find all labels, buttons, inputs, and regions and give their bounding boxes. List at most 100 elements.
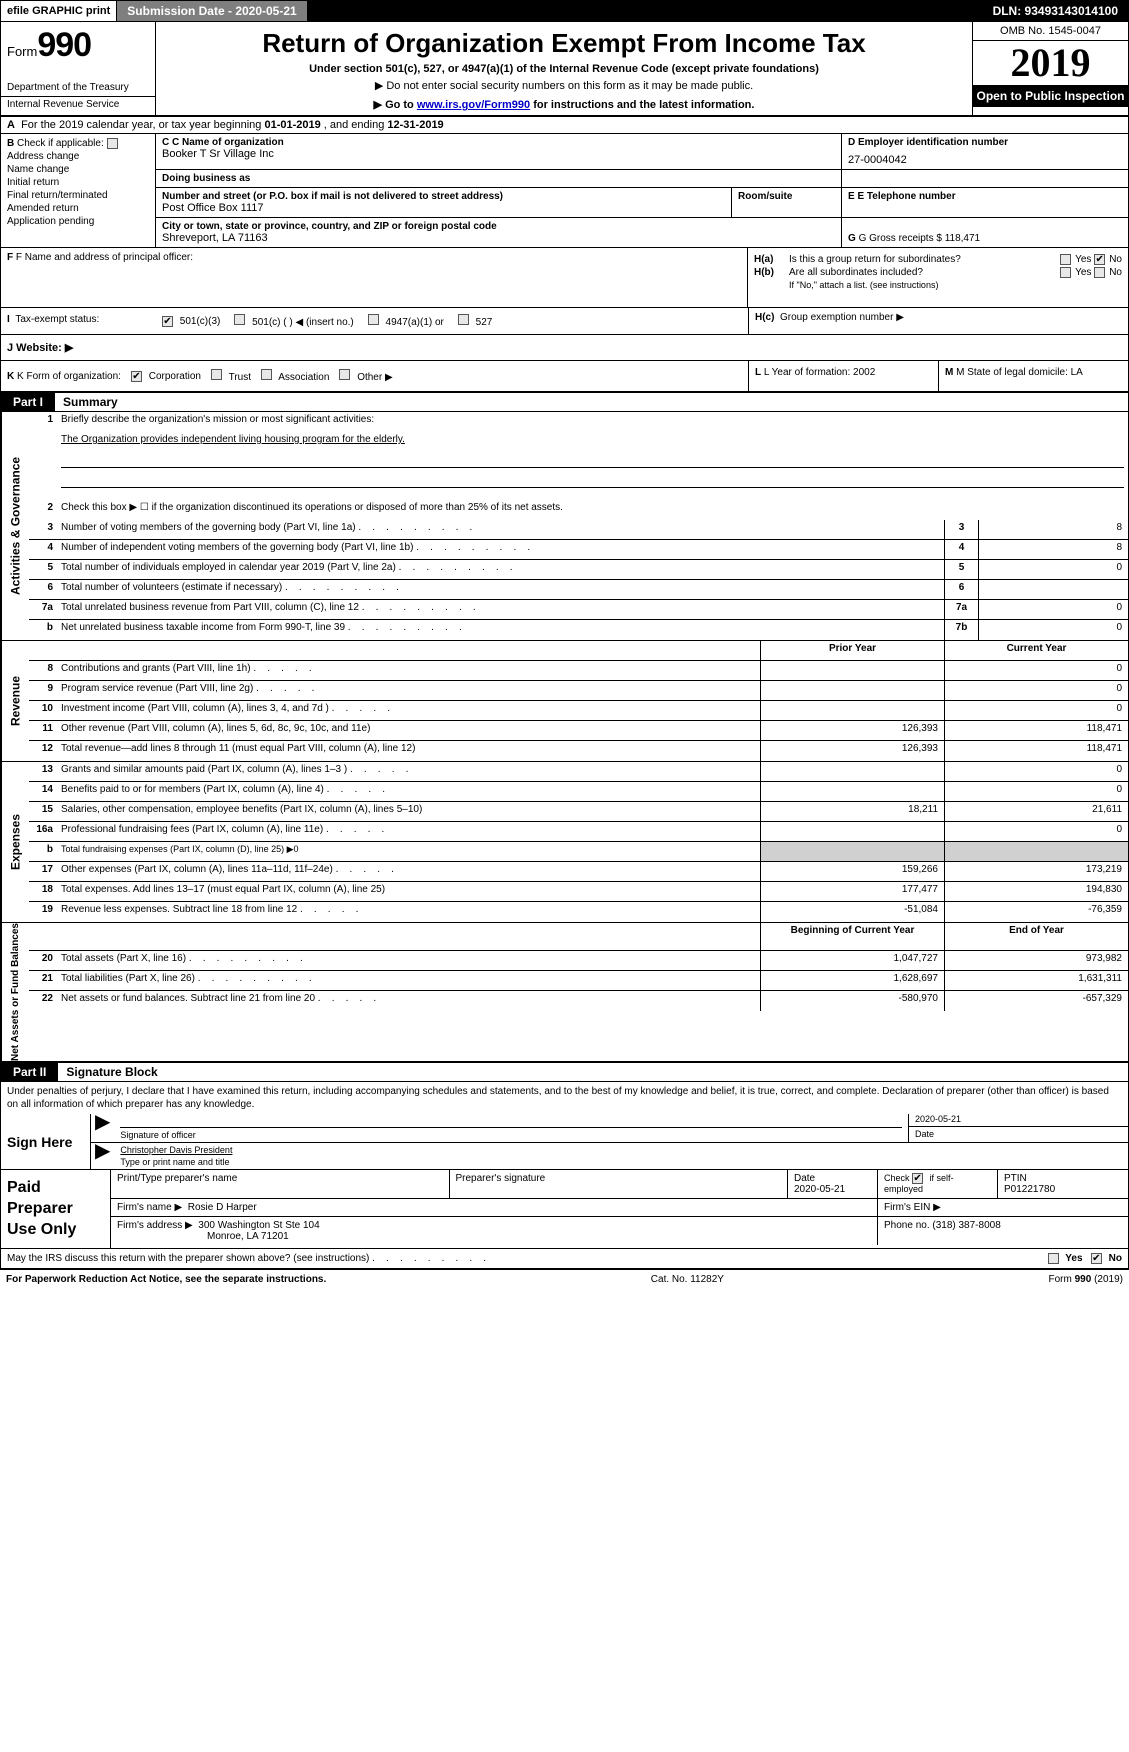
footer-left: For Paperwork Reduction Act Notice, see …	[6, 1274, 326, 1285]
summary-expenses: Expenses 13Grants and similar amounts pa…	[0, 762, 1129, 923]
row-a-pre: For the 2019 calendar year, or tax year …	[21, 119, 264, 131]
chk-527[interactable]	[458, 314, 469, 325]
chk-initial-return[interactable]: Initial return	[7, 177, 149, 188]
line5-val: 0	[978, 560, 1128, 579]
chk-self-employed[interactable]: ✔	[912, 1173, 923, 1184]
paid-preparer-block: Paid Preparer Use Only Print/Type prepar…	[0, 1170, 1129, 1249]
side-expenses: Expenses	[1, 762, 29, 922]
hdr-begin-year: Beginning of Current Year	[760, 923, 944, 950]
preparer-sig-label: Preparer's signature	[456, 1173, 782, 1184]
firm-ein-label: Firm's EIN ▶	[884, 1202, 941, 1213]
chk-name-change[interactable]: Name change	[7, 164, 149, 175]
k-form-org: K K Form of organization: ✔ Corporation …	[1, 361, 748, 391]
sub3-post: for instructions and the latest informat…	[530, 99, 754, 111]
ha-yes-checkbox[interactable]	[1060, 254, 1071, 265]
summary-governance: Activities & Governance 1 Briefly descri…	[0, 412, 1129, 641]
subtitle-1: Under section 501(c), 527, or 4947(a)(1)…	[164, 63, 964, 75]
h-group-return: H(a)Is this a group return for subordina…	[748, 248, 1128, 307]
form-number: 990	[37, 26, 91, 64]
line4-desc: Number of independent voting members of …	[57, 540, 944, 559]
discuss-yes-checkbox[interactable]	[1048, 1253, 1059, 1264]
col-b-checkboxes: B Check if applicable: Address change Na…	[1, 134, 156, 247]
chk-501c3[interactable]: ✔	[162, 316, 173, 327]
firm-name-label: Firm's name ▶	[117, 1202, 182, 1213]
org-name: Booker T Sr Village Inc	[162, 148, 835, 160]
chk-application-pending[interactable]: Application pending	[7, 216, 149, 227]
line7b-desc: Net unrelated business taxable income fr…	[57, 620, 944, 640]
form-title: Return of Organization Exempt From Incom…	[164, 28, 964, 59]
city-label: City or town, state or province, country…	[162, 221, 835, 232]
dln-box: DLN: 93493143014100	[983, 1, 1128, 21]
line7b-val: 0	[978, 620, 1128, 640]
summary-revenue: Revenue Prior YearCurrent Year 8Contribu…	[0, 641, 1129, 762]
form-number-block: Form990	[7, 26, 149, 65]
ptin-val: P01221780	[1004, 1184, 1122, 1195]
line4-val: 8	[978, 540, 1128, 559]
chk-corporation[interactable]: ✔	[131, 371, 142, 382]
row-a-end: 12-31-2019	[387, 119, 443, 131]
lm-block: L L Year of formation: 2002 M M State of…	[748, 361, 1128, 391]
efile-bold: efile GRAPHIC print	[7, 5, 110, 17]
omb-number: OMB No. 1545-0047	[973, 22, 1128, 41]
e-phone-label: E E Telephone number	[848, 191, 1122, 202]
part2-row: Part II Signature Block	[0, 1063, 1129, 1082]
subtitle-3: ▶ Go to www.irs.gov/Form990 for instruct…	[164, 98, 964, 111]
f-label: F Name and address of principal officer:	[16, 252, 193, 263]
firm-phone-val: (318) 387-8008	[932, 1220, 1000, 1231]
chk-association[interactable]	[261, 369, 272, 380]
checkbox-icon[interactable]	[107, 138, 118, 149]
chk-4947[interactable]	[368, 314, 379, 325]
line7a-val: 0	[978, 600, 1128, 619]
chk-address-change[interactable]: Address change	[7, 151, 149, 162]
chk-final-return[interactable]: Final return/terminated	[7, 190, 149, 201]
status-row: I Tax-exempt status: ✔ 501(c)(3) 501(c) …	[0, 308, 1129, 335]
sub3-pre: ▶ Go to	[374, 99, 417, 111]
chk-501c[interactable]	[234, 314, 245, 325]
side-net-assets: Net Assets or Fund Balances	[1, 923, 29, 1061]
topbar-spacer	[308, 1, 983, 21]
dept-line2: Internal Revenue Service	[7, 99, 149, 111]
l-year-formation: L L Year of formation: 2002	[749, 361, 939, 391]
discuss-row: May the IRS discuss this return with the…	[0, 1249, 1129, 1270]
part2-header: Part II	[1, 1063, 58, 1081]
firm-name-val: Rosie D Harper	[188, 1202, 257, 1213]
perjury-statement: Under penalties of perjury, I declare th…	[0, 1082, 1129, 1114]
subtitle-2: ▶ Do not enter social security numbers o…	[164, 79, 964, 92]
arrow-icon: ▶	[91, 1143, 114, 1169]
f-officer: F F Name and address of principal office…	[1, 248, 748, 307]
g-gross-receipts: G G Gross receipts $ 118,471	[848, 233, 980, 244]
sig-officer-label: Signature of officer	[114, 1128, 908, 1142]
website-row: J Website: ▶	[0, 335, 1129, 361]
header-right: OMB No. 1545-0047 2019 Open to Public In…	[973, 22, 1128, 115]
chk-other[interactable]	[339, 369, 350, 380]
line16b-prior-grey	[760, 842, 944, 861]
header-left: Form990 Department of the Treasury Inter…	[1, 22, 156, 115]
hdr-end-year: End of Year	[944, 923, 1128, 950]
col-b-header: Check if applicable:	[17, 138, 104, 149]
discuss-no-checkbox[interactable]: ✔	[1091, 1253, 1102, 1264]
line3-val: 8	[978, 520, 1128, 539]
mission-text: The Organization provides independent li…	[57, 432, 1128, 452]
i-label: I Tax-exempt status:	[1, 308, 156, 334]
row-a-tax-year: A For the 2019 calendar year, or tax yea…	[0, 117, 1129, 134]
hdr-current-year: Current Year	[944, 641, 1128, 660]
tax-year: 2019	[973, 41, 1128, 85]
status-options: ✔ 501(c)(3) 501(c) ( ) ◀ (insert no.) 49…	[156, 308, 748, 334]
dba-label: Doing business as	[162, 173, 835, 184]
preparer-date-val: 2020-05-21	[794, 1184, 871, 1195]
sig-date-label: Date	[909, 1126, 1128, 1141]
side-governance: Activities & Governance	[1, 412, 29, 640]
line6-val	[978, 580, 1128, 599]
chk-trust[interactable]	[211, 369, 222, 380]
firm-phone-label: Phone no.	[884, 1220, 932, 1231]
ha-no-checkbox[interactable]: ✔	[1094, 254, 1105, 265]
j-website-label: J Website: ▶	[1, 335, 1128, 360]
hb-yes-checkbox[interactable]	[1060, 267, 1071, 278]
hc-block: H(c) Group exemption number ▶	[748, 308, 1128, 334]
firm-addr-label: Firm's address ▶	[117, 1220, 193, 1231]
korg-row: K K Form of organization: ✔ Corporation …	[0, 361, 1129, 393]
irs-link[interactable]: www.irs.gov/Form990	[417, 99, 530, 111]
hb-no-checkbox[interactable]	[1094, 267, 1105, 278]
line2-text: Check this box ▶ ☐ if the organization d…	[57, 500, 1128, 520]
chk-amended-return[interactable]: Amended return	[7, 203, 149, 214]
